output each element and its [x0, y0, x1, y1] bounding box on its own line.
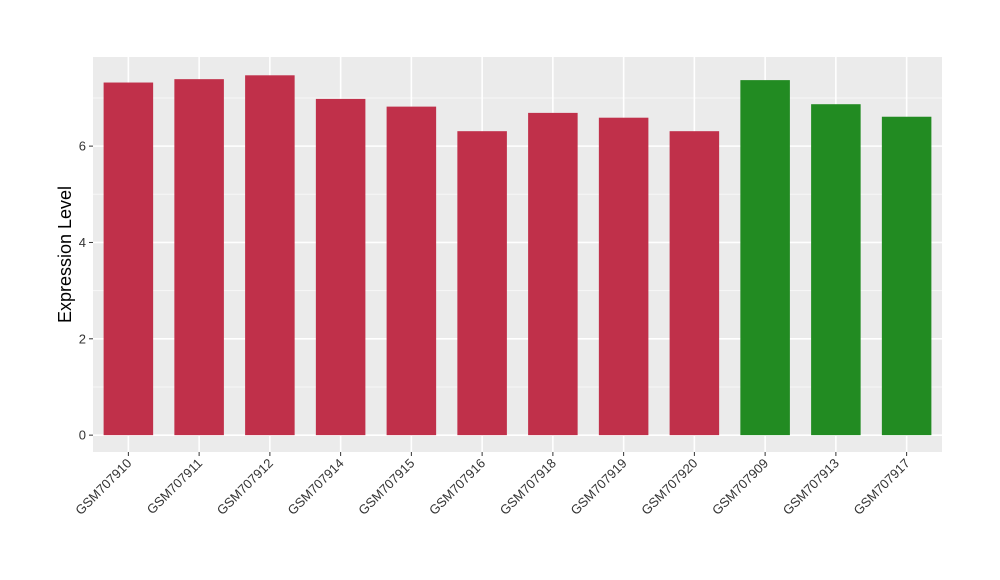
bar-GSM707918 [528, 112, 578, 436]
bar-GSM707910 [103, 82, 154, 436]
y-tick-label: 4 [79, 235, 86, 250]
y-axis: 0 2 4 6 [79, 139, 93, 443]
x-tick-label: GSM707914 [285, 456, 347, 518]
bar-GSM707913 [811, 104, 861, 436]
bar-GSM707911 [174, 79, 224, 436]
plot-panel [93, 57, 942, 452]
x-tick-label: GSM707920 [638, 456, 700, 518]
x-axis: GSM707910 GSM707911 GSM707912 GSM707914 GSM7… [72, 452, 913, 518]
y-tick-label: 6 [79, 139, 86, 154]
y-axis-title: Expression Level [55, 186, 75, 323]
x-tick-label: GSM707916 [426, 456, 488, 518]
x-tick-label: GSM707917 [851, 456, 913, 518]
minor-gridlines [93, 97, 942, 388]
bar-GSM707915 [386, 106, 437, 436]
y-tick-label: 2 [79, 331, 86, 346]
x-tick-label: GSM707910 [72, 456, 134, 518]
x-tick-label: GSM707909 [709, 456, 771, 518]
x-tick-label: GSM707912 [214, 456, 276, 518]
bar-GSM707917 [881, 116, 932, 436]
y-tick-label: 0 [79, 428, 86, 443]
x-tick-label: GSM707915 [355, 456, 417, 518]
bars [103, 75, 932, 436]
x-tick-label: GSM707913 [780, 456, 842, 518]
bar-GSM707920 [669, 131, 720, 436]
bar-GSM707914 [315, 98, 366, 436]
bar-GSM707909 [740, 80, 790, 436]
x-tick-label: GSM707918 [497, 456, 559, 518]
x-tick-label: GSM707919 [568, 456, 630, 518]
bar-GSM707919 [598, 117, 649, 436]
bar-GSM707912 [245, 75, 295, 436]
x-tick-label: GSM707911 [144, 456, 206, 518]
bar-GSM707916 [457, 131, 507, 436]
